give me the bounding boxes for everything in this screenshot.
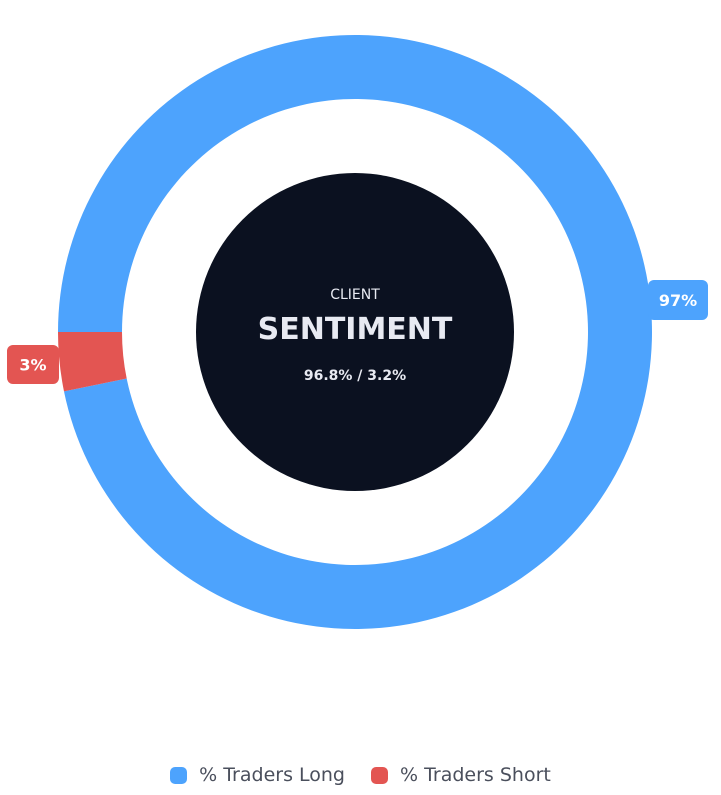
legend-swatch-short [370,766,388,784]
center-title: SENTIMENT [258,312,453,347]
center-disc [196,173,514,491]
center-subtitle: 96.8% / 3.2% [304,368,406,384]
legend-item-long[interactable]: % Traders Long [170,764,345,786]
center-eyebrow: CLIENT [330,287,380,303]
data-label-long-text: 97% [659,291,697,310]
data-label-short: 3% [7,345,59,384]
legend-swatch-long [170,766,188,784]
data-labels: 97% 3% [7,280,708,384]
data-label-long-box [648,280,708,320]
data-label-short-box [7,345,59,384]
legend: % Traders Long % Traders Short [0,760,721,790]
donut-slices [58,34,652,630]
legend-label-long: % Traders Long [199,764,345,786]
data-label-long: 97% [648,280,708,320]
slice-traders-short[interactable] [58,332,127,392]
data-label-short-text: 3% [19,356,46,375]
legend-item-short[interactable]: % Traders Short [370,764,551,786]
legend-label-short: % Traders Short [399,764,551,786]
